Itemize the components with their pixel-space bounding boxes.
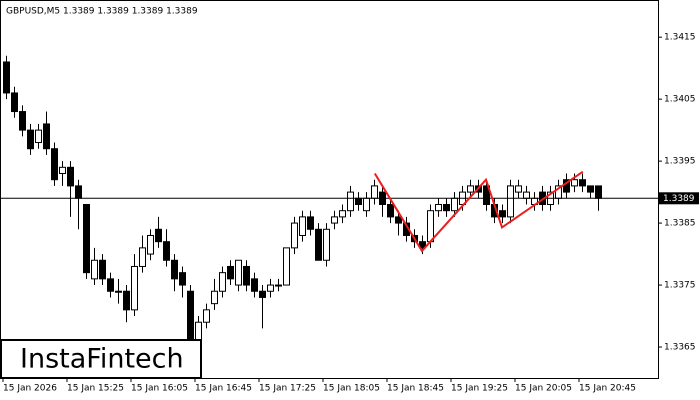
bear-body xyxy=(307,216,314,230)
bear-body xyxy=(27,129,34,150)
bear-body xyxy=(171,259,178,280)
y-tick-label: 1.3385 xyxy=(664,219,696,229)
bear-body xyxy=(75,185,82,199)
bear-body xyxy=(155,228,162,243)
bull-body xyxy=(131,265,138,311)
bull-body xyxy=(427,210,434,243)
y-tick-label: 1.3375 xyxy=(664,281,696,291)
bear-body xyxy=(419,241,426,249)
bull-body xyxy=(195,321,202,342)
bull-body xyxy=(507,185,514,218)
pattern-line xyxy=(373,170,584,253)
bull-body xyxy=(219,272,226,292)
bear-body xyxy=(483,185,490,205)
bull-body xyxy=(203,309,210,323)
bull-body xyxy=(59,166,66,175)
x-tick-label: 15 Jan 20:05 xyxy=(515,384,572,394)
bear-body xyxy=(355,197,362,205)
x-tick-label: 15 Jan 2026 xyxy=(3,384,57,394)
bear-body xyxy=(443,203,450,212)
x-tick-label: 15 Jan 16:05 xyxy=(131,384,188,394)
plot-frame xyxy=(0,0,659,379)
last-price-box xyxy=(659,192,699,205)
bear-body xyxy=(3,61,10,94)
bull-body xyxy=(339,210,346,218)
bear-body xyxy=(179,272,186,286)
bull-body xyxy=(147,234,154,255)
y-tick-label: 1.3395 xyxy=(664,157,696,167)
bull-body xyxy=(371,185,378,199)
bull-body xyxy=(363,197,370,212)
bear-body xyxy=(595,185,602,199)
bear-body xyxy=(11,92,18,113)
watermark: InstaFintech xyxy=(20,344,184,375)
bull-body xyxy=(347,191,354,212)
bull-body xyxy=(115,290,122,293)
bear-body xyxy=(51,148,58,181)
x-tick-label: 15 Jan 18:45 xyxy=(387,384,444,394)
last-price-label: 1.3389 xyxy=(663,194,695,204)
bear-body xyxy=(579,179,586,187)
bear-body xyxy=(227,265,234,280)
bear-body xyxy=(387,203,394,218)
bear-body xyxy=(163,241,170,261)
bull-body xyxy=(523,191,530,199)
bull-body xyxy=(331,216,338,224)
x-tick-label: 15 Jan 18:05 xyxy=(323,384,380,394)
bear-body xyxy=(67,166,74,187)
bull-body xyxy=(35,129,42,144)
bull-body xyxy=(435,203,442,212)
bull-body xyxy=(323,228,330,261)
watermark-box xyxy=(0,339,202,379)
bull-body xyxy=(267,284,274,292)
y-tick-label: 1.3365 xyxy=(664,343,696,353)
bear-body xyxy=(107,278,114,292)
bear-body xyxy=(187,290,194,342)
bear-body xyxy=(19,111,26,131)
layer: 1.3365 1.3375 1.3385 1.3395 1.3405 1.3415 15 J… xyxy=(0,33,699,394)
bull-body xyxy=(139,247,146,267)
x-tick-label: 15 Jan 20:45 xyxy=(579,384,636,394)
bear-body xyxy=(99,259,106,280)
bear-body xyxy=(587,185,594,193)
bull-body xyxy=(467,185,474,193)
bear-body xyxy=(315,228,322,261)
bull-body xyxy=(451,197,458,212)
bull-body xyxy=(91,259,98,280)
bull-body xyxy=(283,247,290,286)
bear-body xyxy=(43,123,50,150)
bear-body xyxy=(499,210,506,218)
bull-body xyxy=(211,290,218,305)
bull-body xyxy=(571,179,578,187)
y-tick-label: 1.3405 xyxy=(664,95,696,105)
bull-body xyxy=(299,216,306,236)
bull-body xyxy=(291,222,298,249)
bull-body xyxy=(235,259,242,286)
x-tick-label: 15 Jan 16:45 xyxy=(195,384,252,394)
x-tick-label: 15 Jan 17:25 xyxy=(259,384,316,394)
x-tick-label: 15 Jan 19:25 xyxy=(451,384,508,394)
chart-title: GBPUSD,M5 1.3389 1.3389 1.3389 1.3389 xyxy=(6,7,198,17)
bear-body xyxy=(123,290,130,311)
bear-body xyxy=(83,203,90,274)
bull-body xyxy=(515,185,522,193)
y-tick-label: 1.3415 xyxy=(664,33,696,43)
x-tick-label: 15 Jan 15:25 xyxy=(67,384,124,394)
bear-body xyxy=(395,216,402,224)
bear-body xyxy=(243,265,250,286)
bull-body xyxy=(275,284,282,287)
bear-body xyxy=(259,290,266,298)
bear-body xyxy=(251,278,258,292)
